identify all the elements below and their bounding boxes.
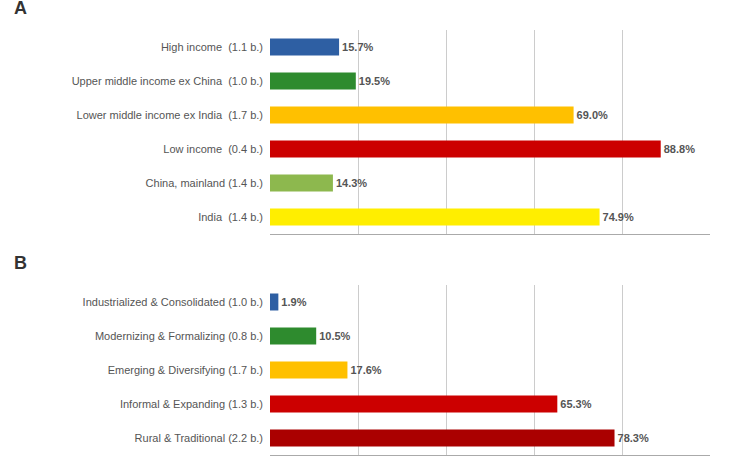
svg-text:Lower middle income ex India: Lower middle income ex India (1.7 b.)	[77, 109, 263, 121]
svg-text:Upper middle income ex China: Upper middle income ex China (1.0 b.)	[72, 75, 263, 87]
svg-text:Rural & Traditional (2.2 b.): Rural & Traditional (2.2 b.)	[135, 432, 263, 444]
svg-text:Informal & Expanding (1.3 b.): Informal & Expanding (1.3 b.)	[120, 398, 263, 410]
svg-text:Low income (0.4 b.): Low income (0.4 b.)	[163, 143, 263, 155]
svg-text:Industrialized & Consolidated: Industrialized & Consolidated (1.0 b.)	[83, 296, 263, 308]
svg-text:17.6%: 17.6%	[350, 364, 381, 376]
svg-text:78.3%: 78.3%	[618, 432, 649, 444]
svg-text:India (1.4 b.): India (1.4 b.)	[198, 211, 263, 223]
svg-text:15.7%: 15.7%	[342, 41, 373, 53]
svg-text:Emerging & Diversifying (1.7 b: Emerging & Diversifying (1.7 b.)	[108, 364, 263, 376]
svg-text:A: A	[14, 0, 27, 18]
svg-text:14.3%: 14.3%	[336, 177, 367, 189]
svg-text:69.0%: 69.0%	[577, 109, 608, 121]
svg-text:88.8%: 88.8%	[664, 143, 695, 155]
svg-text:China, mainland (1.4 b.): China, mainland (1.4 b.)	[146, 177, 263, 189]
svg-text:Modernizing & Formalizing (0.8: Modernizing & Formalizing (0.8 b.)	[95, 330, 263, 342]
svg-text:19.5%: 19.5%	[359, 75, 390, 87]
svg-text:74.9%: 74.9%	[603, 211, 634, 223]
svg-text:65.3%: 65.3%	[560, 398, 591, 410]
svg-text:1.9%: 1.9%	[281, 296, 306, 308]
svg-text:B: B	[14, 253, 27, 273]
svg-text:High income (1.1 b.): High income (1.1 b.)	[161, 41, 263, 53]
svg-text:10.5%: 10.5%	[319, 330, 350, 342]
